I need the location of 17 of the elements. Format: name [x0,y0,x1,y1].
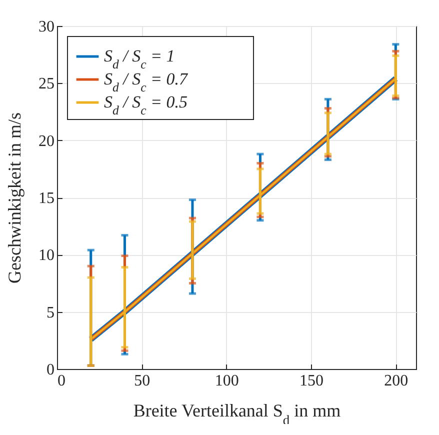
y-tick-label: 10 [38,247,54,264]
y-tick-label: 0 [46,362,54,378]
y-tick-label: 5 [46,304,54,322]
x-tick-label: 200 [384,372,408,390]
y-tick-label: 15 [38,190,54,207]
y-tick-label: 20 [38,132,54,150]
x-tick-label: 0 [58,372,66,390]
y-tick-label: 25 [38,76,54,93]
legend-label: S$_{d}$ / S$_{c}$ = 0.7 [104,70,190,94]
legend-label: S$_{d}$ / S$_{c}$ = 1 [104,46,175,72]
y-tick-label: 30 [38,18,54,36]
x-tick-label: 150 [300,372,324,390]
x-axis-title: Breite Verteilkanal S$_{d}$ in mm [133,400,341,427]
x-tick-label: 50 [134,372,150,390]
x-tick-label: 100 [214,372,239,390]
y-axis-title: Geschwinkigkeit in m/s [4,112,24,284]
legend-label: S$_{d}$ / S$_{c}$ = 0.5 [104,92,188,118]
